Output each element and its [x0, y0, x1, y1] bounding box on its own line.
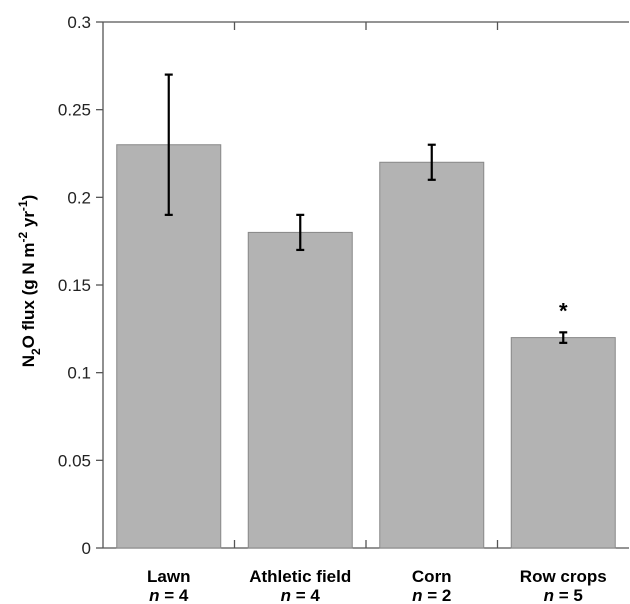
y-tick-label: 0.05 [58, 451, 91, 470]
bars: * [116, 73, 616, 549]
bar-row-crops [510, 337, 616, 549]
y-tick-label: 0.15 [58, 276, 91, 295]
sample-size-label: n = 5 [544, 586, 583, 604]
y-tick-label: 0.25 [58, 101, 91, 120]
x-category-label: Lawn [147, 567, 190, 586]
sample-size-label: n = 4 [281, 586, 321, 604]
x-category-label: Row crops [520, 567, 607, 586]
significance-marker: * [559, 298, 568, 323]
y-axis-label: N2O flux (g N m-2 yr-1) [16, 195, 43, 368]
bar-corn [379, 161, 485, 549]
sample-size-label: n = 4 [149, 586, 189, 604]
y-tick-label: 0.3 [67, 13, 91, 32]
sample-size-label: n = 2 [412, 586, 451, 604]
y-tick-label: 0 [82, 539, 91, 558]
bar-athletic-field [247, 231, 353, 549]
y-tick-label: 0.1 [67, 364, 91, 383]
x-category-label: Athletic field [249, 567, 351, 586]
y-tick-label: 0.2 [67, 188, 91, 207]
x-category-label: Corn [412, 567, 452, 586]
